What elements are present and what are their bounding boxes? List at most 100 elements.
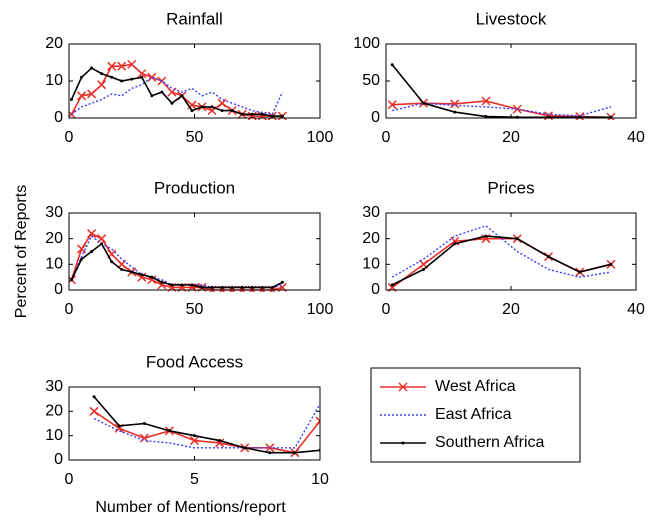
- x-tick-label: 0: [65, 301, 74, 318]
- y-tick-label: 0: [54, 109, 63, 126]
- x-tick-label: 10: [311, 471, 329, 488]
- marker: [87, 229, 97, 239]
- marker: [190, 283, 194, 287]
- y-tick-label: 20: [45, 403, 63, 420]
- marker: [280, 114, 284, 118]
- marker: [117, 61, 127, 71]
- series: [390, 63, 613, 119]
- marker: [243, 446, 247, 450]
- marker: [117, 424, 121, 428]
- marker: [180, 283, 184, 287]
- marker: [218, 439, 222, 443]
- x-axis-label: Number of Mentions/report: [95, 499, 286, 516]
- axes-box: [385, 212, 637, 291]
- marker: [484, 115, 488, 119]
- marker: [578, 270, 582, 274]
- series: [392, 102, 612, 117]
- data-line: [391, 64, 611, 119]
- marker: [210, 105, 214, 109]
- marker: [189, 436, 200, 446]
- marker: [512, 104, 522, 114]
- y-tick-label: 50: [362, 72, 380, 89]
- marker: [150, 94, 154, 98]
- marker: [240, 285, 244, 289]
- y-tick-label: 30: [45, 378, 63, 395]
- marker: [130, 270, 134, 274]
- x-tick-label: 100: [307, 301, 334, 318]
- subplot-title: Rainfall: [166, 9, 223, 28]
- marker: [250, 285, 254, 289]
- legend-marker: [401, 441, 405, 445]
- series: [89, 406, 320, 458]
- marker: [453, 242, 457, 246]
- axes-box: [68, 43, 321, 119]
- marker: [260, 112, 264, 116]
- data-line: [70, 242, 283, 289]
- legend-marker: [398, 382, 408, 392]
- marker: [92, 395, 96, 399]
- marker: [160, 280, 164, 284]
- x-tick-label: 0: [382, 301, 391, 318]
- marker: [130, 77, 134, 81]
- marker: [422, 267, 425, 271]
- x-tick-label: 20: [502, 129, 520, 146]
- marker: [609, 262, 613, 266]
- data-line: [70, 235, 283, 289]
- y-tick-label: 30: [362, 204, 380, 221]
- marker: [110, 260, 114, 264]
- marker: [110, 75, 114, 79]
- axes-box: [385, 43, 637, 119]
- x-tick-label: 40: [627, 301, 645, 318]
- marker: [484, 234, 488, 238]
- marker: [70, 98, 74, 101]
- x-tick-label: 0: [65, 129, 74, 146]
- marker: [127, 59, 137, 69]
- series: [93, 403, 320, 449]
- data-line: [391, 225, 612, 278]
- marker: [87, 89, 97, 99]
- y-tick-label: 10: [45, 256, 63, 273]
- marker: [167, 429, 171, 433]
- x-tick-label: 5: [190, 471, 199, 488]
- data-line: [93, 410, 320, 454]
- marker: [180, 94, 184, 98]
- marker: [193, 434, 196, 438]
- marker: [137, 69, 147, 79]
- marker: [547, 255, 550, 259]
- marker: [80, 75, 84, 79]
- marker: [280, 280, 284, 284]
- marker: [80, 257, 84, 261]
- marker: [100, 242, 104, 246]
- data-line: [392, 102, 612, 117]
- marker: [240, 112, 244, 116]
- axes-box: [68, 386, 321, 461]
- data-line: [70, 67, 283, 117]
- y-tick-label: 10: [362, 256, 380, 273]
- y-tick-label: 30: [45, 204, 63, 221]
- marker: [268, 451, 272, 455]
- y-axis-label: Percent of Reports: [13, 185, 30, 318]
- x-tick-label: 0: [65, 471, 74, 488]
- series: [387, 234, 616, 292]
- x-tick-label: 50: [186, 129, 204, 146]
- marker: [77, 91, 87, 101]
- y-tick-label: 20: [45, 35, 63, 52]
- series: [70, 242, 284, 289]
- marker: [120, 267, 124, 271]
- marker: [77, 244, 87, 254]
- y-tick-label: 0: [371, 281, 380, 298]
- marker: [70, 278, 74, 282]
- series: [70, 66, 284, 118]
- marker: [220, 109, 224, 113]
- marker: [387, 100, 397, 110]
- marker: [160, 90, 164, 94]
- y-tick-label: 100: [353, 35, 380, 52]
- y-tick-label: 20: [362, 230, 380, 247]
- marker: [170, 101, 174, 105]
- marker: [293, 451, 297, 455]
- marker: [210, 285, 214, 289]
- subplot-title: Livestock: [476, 9, 547, 28]
- y-tick-label: 0: [371, 109, 380, 126]
- data-line: [93, 403, 320, 449]
- marker: [453, 110, 457, 114]
